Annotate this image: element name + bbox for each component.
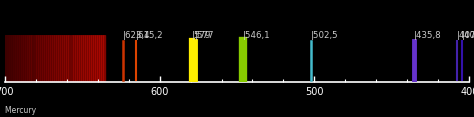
Bar [5,35,7,82]
Bar [101,35,103,82]
Bar [46,35,48,82]
Bar [89,35,91,82]
Bar [36,35,37,82]
Text: |435,8: |435,8 [414,31,441,40]
Bar [34,35,36,82]
Bar [93,35,95,82]
Bar [48,35,50,82]
Bar [83,35,85,82]
Bar [37,35,40,82]
Bar [85,35,87,82]
Text: |623,4: |623,4 [123,31,151,40]
Bar [52,35,54,82]
Bar [19,35,21,82]
Bar [71,35,73,82]
Bar [44,35,46,82]
Bar [81,35,83,82]
Bar [56,35,58,82]
Bar [11,35,13,82]
Text: |577: |577 [195,31,215,40]
Text: |546,1: |546,1 [243,31,271,40]
Text: |615,2: |615,2 [136,31,164,40]
Text: Mercury: Mercury [5,106,38,115]
Bar [99,35,101,82]
Bar [62,35,64,82]
Bar [23,35,25,82]
Bar [29,35,31,82]
Bar [27,35,29,82]
Bar [103,35,105,82]
Bar [74,35,77,82]
Bar [73,35,74,82]
Bar [42,35,44,82]
Bar [87,35,89,82]
Bar [7,35,9,82]
Bar [3,35,5,82]
Bar [21,35,23,82]
Text: |407,8: |407,8 [457,31,474,40]
Bar [15,35,17,82]
Bar [5,35,105,82]
Bar [91,35,93,82]
Bar [9,35,11,82]
Bar [97,35,99,82]
Bar [54,35,56,82]
Bar [64,35,66,82]
Bar [25,35,27,82]
Bar [58,35,60,82]
Text: |579: |579 [192,31,211,40]
Bar [77,35,79,82]
Bar [50,35,52,82]
Bar [13,35,15,82]
Bar [40,35,42,82]
Bar [68,35,71,82]
Bar [79,35,81,82]
Bar [17,35,19,82]
Bar [95,35,97,82]
Bar [66,35,68,82]
Bar [60,35,62,82]
Bar [31,35,34,82]
Text: |502,5: |502,5 [310,31,338,40]
Text: |404,7: |404,7 [462,31,474,40]
